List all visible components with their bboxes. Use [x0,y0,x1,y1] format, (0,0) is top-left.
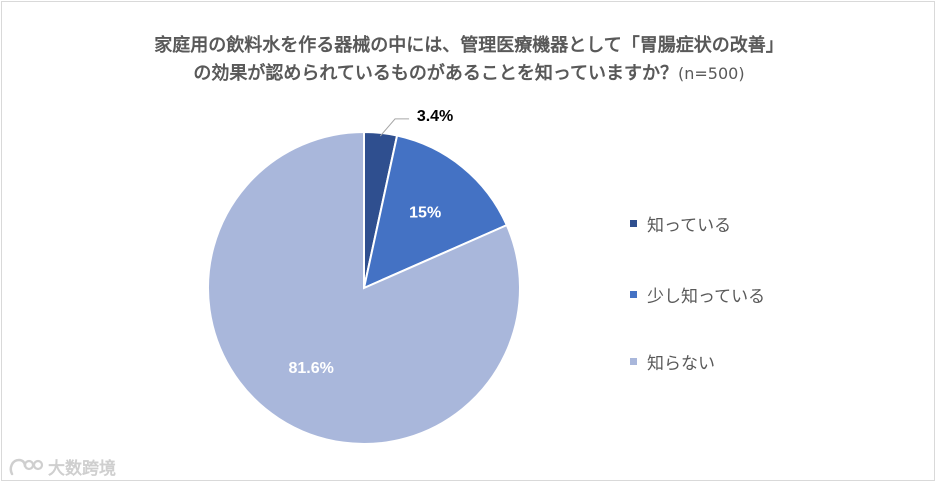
chart-title-line1: 家庭用の飲料水を作る器械の中には、管理医療機器として「胃腸症状の改善」 [154,35,784,56]
chart-title: 家庭用の飲料水を作る器械の中には、管理医療機器として「胃腸症状の改善」 の効果が… [0,32,938,88]
legend-swatch-2 [630,357,637,365]
legend-swatch-0 [630,219,637,227]
watermark-logo-icon [9,458,44,475]
data-label-somewhat-know: 15% [409,204,441,221]
pie-slice-somewhat-know [362,134,509,290]
legend-label-1: 少し知っている [647,286,766,307]
legend-item-1: 少し知っている [630,283,766,307]
leader-line-know [379,118,410,137]
watermark-text: 大数跨境 [48,459,116,479]
chart-title-line2: の効果が認められているものがあることを知っていますか？ [193,63,678,84]
watermark: 大数跨境 [8,454,116,479]
data-label-know: 3.4% [417,108,453,125]
pie-slice-dont-know [207,130,521,445]
pie-data-labels: 3.4% 15% 81.6% [288,108,453,377]
sample-size-label: (n=500) [677,64,745,83]
legend-label-2: 知らない [647,353,715,374]
legend-swatch-1 [630,290,637,298]
legend-item-0: 知っている [630,212,732,236]
data-label-dont-know: 81.6% [288,360,333,377]
pie-slices [207,130,521,445]
chart-title-line2-wrap: の効果が認められているものがあることを知っていますか？(n=500) [0,60,938,88]
legend-item-2: 知らない [630,350,715,374]
legend-label-0: 知っている [647,215,732,236]
